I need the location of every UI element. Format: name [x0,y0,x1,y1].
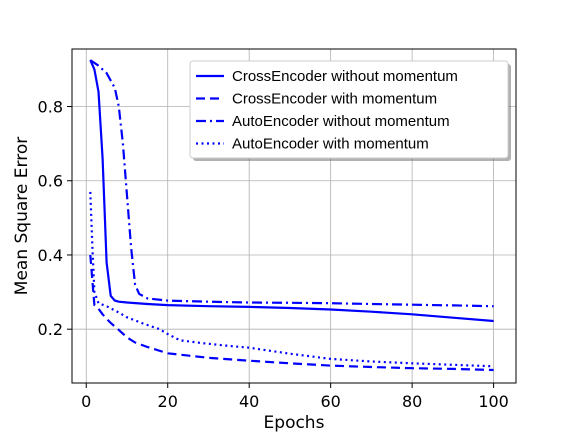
x-tick-label: 60 [320,392,340,411]
y-tick-label: 0.2 [38,320,63,339]
x-axis-label: Epochs [264,413,325,433]
y-tick-label: 0.6 [38,172,63,191]
y-tick-label: 0.8 [38,98,63,117]
legend-label: AutoEncoder with momentum [232,136,429,153]
x-tick-label: 100 [478,392,509,411]
y-tick-label: 0.4 [38,246,63,265]
legend: CrossEncoder without momentum CrossEncode… [190,61,511,161]
x-tick-label: 40 [239,392,259,411]
legend-label: CrossEncoder with momentum [232,91,437,108]
y-axis-label: Mean Square Error [12,137,32,295]
x-tick-label: 20 [158,392,178,411]
x-tick-label: 80 [402,392,422,411]
legend-label: AutoEncoder without momentum [232,113,450,130]
legend-label: CrossEncoder without momentum [232,68,458,85]
x-tick-label: 0 [81,392,91,411]
